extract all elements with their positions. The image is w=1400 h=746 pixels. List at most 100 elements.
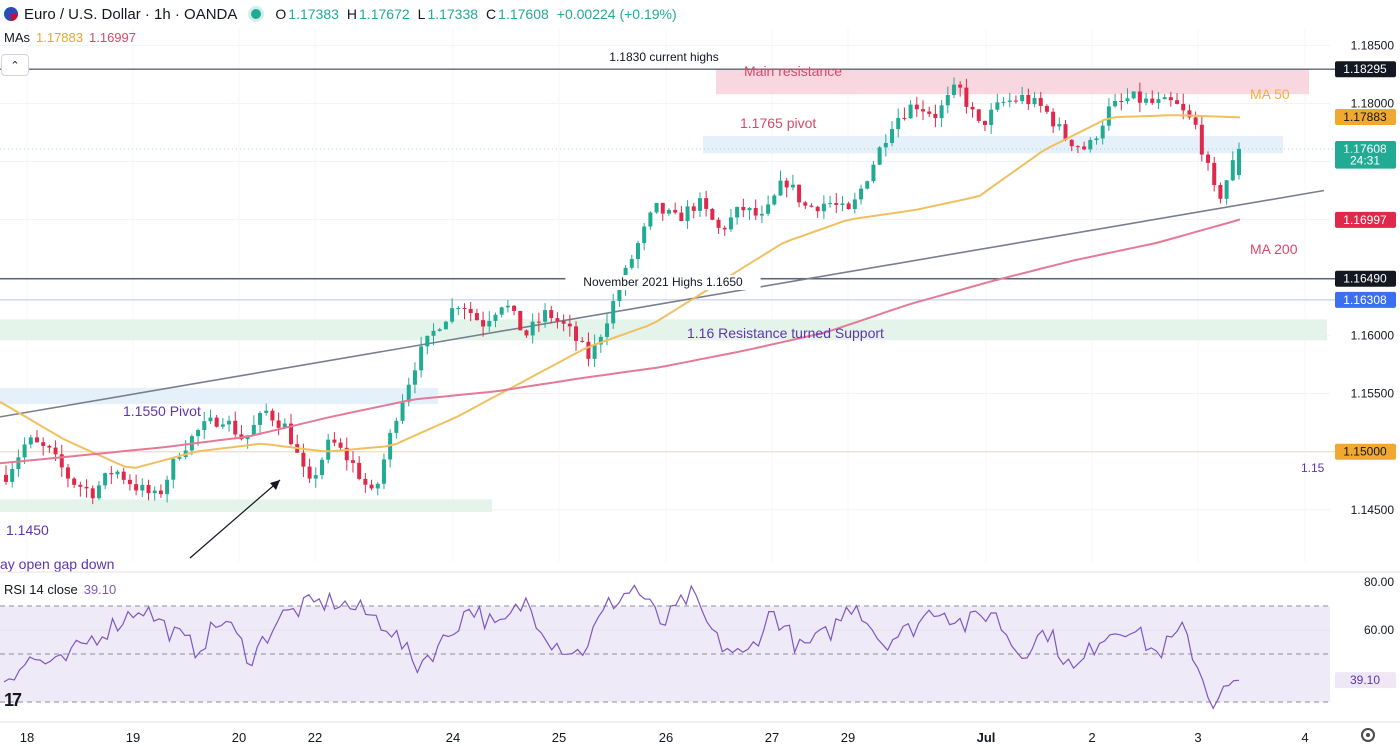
candle-body — [512, 305, 517, 311]
candle-body — [152, 490, 157, 494]
x-tick-label: 25 — [552, 730, 566, 745]
price-axis-tag-text: 1.16490 — [1343, 272, 1387, 286]
change-value: +0.00224 (+0.19%) — [556, 6, 677, 22]
candle-body — [995, 102, 1000, 110]
candle-body — [307, 466, 312, 479]
pivot-1765-zone — [703, 135, 1283, 154]
candle-body — [753, 208, 758, 216]
tradingview-logo-icon: 17 — [4, 690, 22, 710]
candle-body — [691, 206, 696, 211]
candle-body — [1218, 185, 1223, 199]
chevron-up-icon: ⌃ — [10, 59, 20, 72]
candle-body — [1119, 100, 1124, 102]
candle-body — [815, 206, 820, 212]
candle-body — [846, 203, 851, 209]
x-tick-label: 29 — [841, 730, 855, 745]
candle-body — [431, 330, 436, 336]
candle-body — [474, 313, 479, 321]
candle-body — [1057, 124, 1062, 127]
x-tick-label: 22 — [308, 730, 322, 745]
candle-body — [258, 412, 263, 425]
candle-body — [574, 326, 579, 341]
candle-body — [741, 206, 746, 211]
candle-body — [419, 346, 424, 371]
x-tick-label: 24 — [446, 730, 460, 745]
ma50-line — [0, 114, 1241, 469]
candle-body — [394, 420, 399, 433]
candle-body — [276, 420, 281, 428]
candle-body — [59, 454, 64, 468]
rsi-line — [3, 584, 1240, 710]
symbol-title[interactable]: Euro / U.S. Dollar · 1h · OANDA — [24, 5, 238, 23]
candle-body — [797, 184, 802, 203]
price-axis-tag-text: 1.18295 — [1343, 62, 1387, 76]
candle-body — [908, 104, 913, 119]
rsi-legend[interactable]: RSI 14 close 39.10 — [4, 582, 116, 597]
candle-body — [1162, 97, 1167, 100]
price-axis-tag-text: 1.17608 — [1343, 142, 1387, 156]
x-tick-label: 18 — [20, 730, 34, 745]
pivot-1550-label: 1.1550 Pivot — [123, 403, 201, 419]
candle-body — [852, 199, 857, 209]
candle-body — [214, 417, 219, 427]
price-axis-tag — [1335, 152, 1396, 169]
main-resistance-label: Main resistance — [744, 63, 842, 79]
candle-body — [127, 479, 132, 485]
current-highs-label: 1.1830 current highs — [609, 50, 718, 64]
candle-body — [1013, 100, 1018, 102]
y-tick-label: 1.18500 — [1351, 38, 1395, 52]
x-tick-label: 26 — [659, 730, 673, 745]
gear-icon[interactable] — [1361, 728, 1375, 742]
open-value: 1.17383 — [288, 6, 339, 22]
candle-body — [425, 335, 430, 347]
candle-body — [629, 258, 634, 268]
price-axis-tag-text: 1.16308 — [1343, 293, 1387, 307]
candle-body — [10, 468, 15, 482]
candle-body — [586, 341, 591, 359]
candle-body — [635, 243, 640, 259]
price-axis-tag — [1335, 270, 1396, 287]
candle-body — [970, 106, 975, 110]
candle-body — [828, 203, 833, 205]
candle-body — [443, 321, 448, 330]
collapse-legend-button[interactable]: ⌃ — [1, 54, 29, 76]
candle-body — [728, 217, 733, 230]
ma50-label: MA 50 — [1250, 86, 1290, 102]
mas-legend[interactable]: MAs 1.17883 1.16997 — [4, 30, 136, 45]
candle-body — [165, 479, 170, 495]
candle-body — [412, 370, 417, 385]
candle-body — [1075, 146, 1080, 148]
high-label: H — [346, 6, 358, 22]
candle-body — [1082, 146, 1087, 150]
ma50-legend-value: 1.17883 — [36, 30, 83, 45]
candle-body — [357, 462, 362, 479]
candle-body — [710, 208, 715, 220]
low-value: 1.17338 — [427, 6, 479, 22]
candle-body — [1051, 111, 1056, 127]
candles-group — [4, 77, 1241, 505]
candle-body — [171, 458, 176, 480]
candle-body — [518, 310, 523, 331]
candle-body — [927, 111, 932, 114]
rsi-legend-value: 39.10 — [83, 582, 117, 597]
candle-body — [487, 320, 492, 327]
candle-body — [747, 208, 752, 211]
candle-body — [103, 473, 108, 486]
candle-body — [1038, 97, 1043, 106]
resistance-support-label: 1.16 Resistance turned Support — [687, 325, 884, 341]
candle-body — [1026, 94, 1031, 105]
x-tick-label: 2 — [1088, 730, 1095, 745]
candle-body — [1193, 117, 1198, 125]
gap-arrow-line — [189, 479, 281, 559]
candle-body — [406, 384, 411, 402]
x-tick-label: Jul — [977, 730, 996, 745]
x-tick-label: 4 — [1301, 730, 1308, 745]
ma200-legend-value: 1.16997 — [89, 30, 136, 45]
gap-arrow-head — [270, 480, 280, 490]
candle-body — [685, 206, 690, 222]
candle-body — [648, 212, 653, 227]
candle-body — [1168, 97, 1173, 101]
november-highs-label: November 2021 Highs 1.1650 — [583, 275, 743, 289]
pivot-1765-label: 1.1765 pivot — [740, 115, 816, 131]
